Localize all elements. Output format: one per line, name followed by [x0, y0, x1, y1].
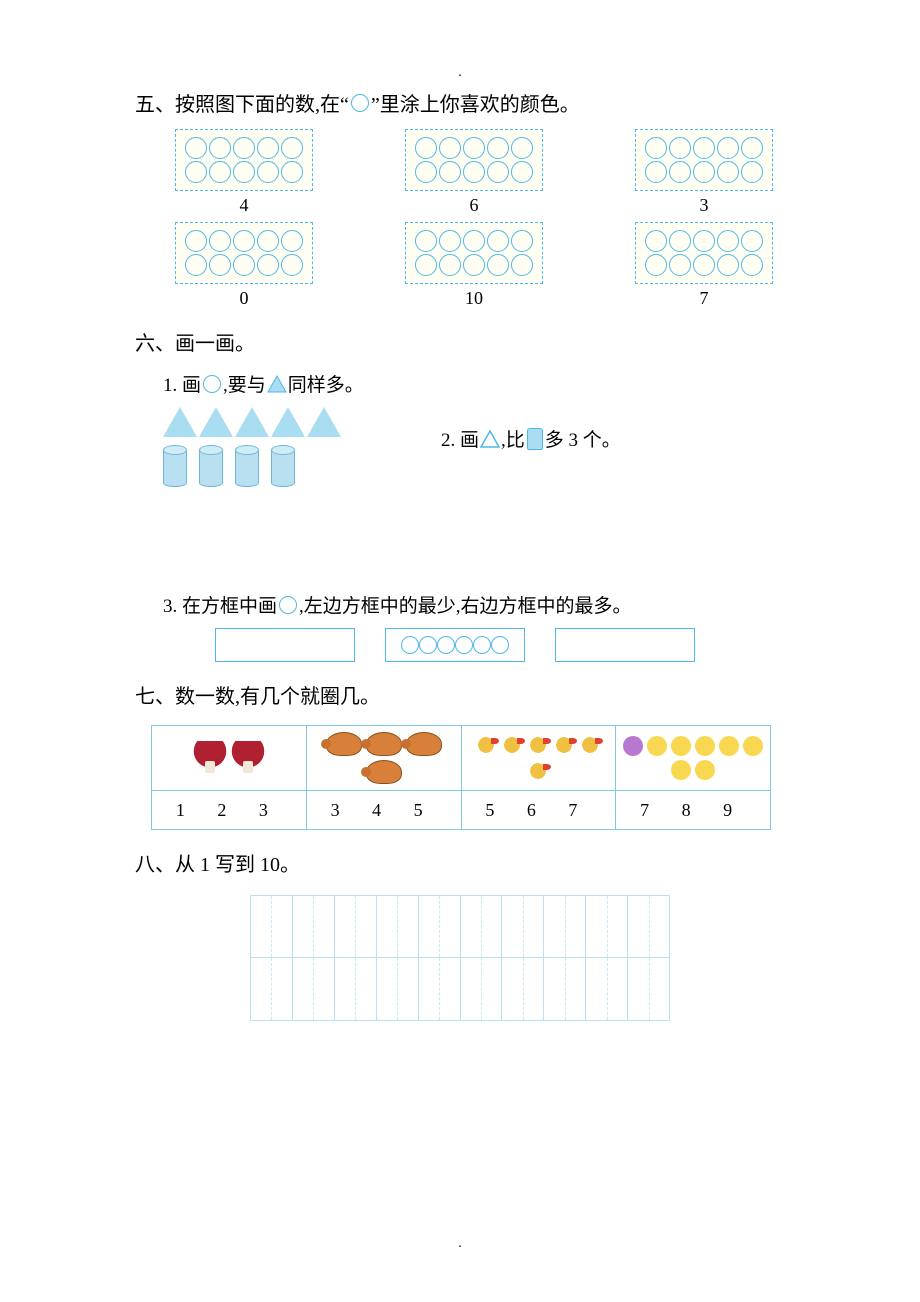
circle-icon	[351, 94, 369, 112]
s5-cell: 4	[175, 129, 313, 216]
s5-cell: 10	[405, 222, 543, 309]
s6-3-pre: 3. 在方框中画	[163, 591, 277, 618]
triangle-icon	[267, 375, 287, 393]
circle-icon	[279, 596, 297, 614]
cylinder-row	[163, 447, 341, 487]
s6-3-boxes	[215, 628, 785, 662]
s5-row2: 0 10 7	[135, 222, 785, 309]
s6-item2: 2. 画 ,比 多 3 个。	[441, 425, 621, 452]
s5-cell: 3	[635, 129, 773, 216]
writing-grid	[250, 895, 670, 1021]
triangle-shape	[163, 407, 197, 437]
answer-box-left	[215, 628, 355, 662]
s6-2-pre: 2. 画	[441, 425, 479, 452]
s7-choices: 3 4 5	[307, 791, 462, 829]
circle-grid	[405, 222, 543, 284]
circle-grid	[175, 129, 313, 191]
s5-number: 6	[405, 195, 543, 216]
answer-box-right	[555, 628, 695, 662]
s7-choices: 1 2 3	[152, 791, 307, 829]
section7-title: 七、数一数,有几个就圈几。	[135, 680, 785, 709]
s7-cell-birds	[462, 726, 617, 790]
triangle-shape	[199, 407, 233, 437]
answer-box-mid	[385, 628, 525, 662]
cylinder-shape	[271, 447, 295, 487]
triangle-outline-icon	[480, 430, 500, 448]
s5-cell: 7	[635, 222, 773, 309]
section8-title: 八、从 1 写到 10。	[135, 848, 785, 877]
grid-row	[251, 958, 669, 1020]
triangle-shape	[307, 407, 341, 437]
s7-cell-turtles	[307, 726, 462, 790]
s5-number: 3	[635, 195, 773, 216]
section5-title: 五、按照图下面的数,在“ ”里涂上你喜欢的颜色。	[135, 88, 785, 117]
circle-icon	[203, 375, 221, 393]
s7-image-row	[152, 726, 770, 791]
s7-table: 1 2 3 3 4 5 5 6 7 7 8 9	[151, 725, 771, 830]
s5-cell: 6	[405, 129, 543, 216]
circle-grid	[405, 129, 543, 191]
s6-1-post: 同样多。	[288, 370, 364, 397]
grid-row	[251, 896, 669, 958]
s6-3-post: ,左边方框中的最少,右边方框中的最多。	[299, 591, 632, 618]
s6-1-mid: ,要与	[223, 370, 266, 397]
s7-cell-mushrooms	[152, 726, 307, 790]
triangle-shape	[235, 407, 269, 437]
s7-choices: 7 8 9	[616, 791, 770, 829]
section6-title: 六、画一画。	[135, 327, 785, 356]
s5-title-pre: 五、按照图下面的数,在“	[135, 88, 349, 117]
cylinder-icon	[527, 428, 543, 450]
s5-number: 7	[635, 288, 773, 309]
triangle-shape	[271, 407, 305, 437]
footer-dot: .	[0, 1236, 920, 1252]
s5-number: 4	[175, 195, 313, 216]
circle-grid	[175, 222, 313, 284]
s6-2-mid: ,比	[501, 425, 525, 452]
s5-title-post: ”里涂上你喜欢的颜色。	[371, 88, 580, 117]
s6-left-shapes	[163, 407, 341, 487]
circle-grid	[635, 222, 773, 284]
s6-2-post: 多 3 个。	[545, 425, 621, 452]
header-dot: .	[0, 65, 920, 81]
s7-choices: 5 6 7	[462, 791, 617, 829]
s6-item3: 3. 在方框中画 ,左边方框中的最少,右边方框中的最多。	[163, 591, 785, 618]
s7-cell-chicks	[616, 726, 770, 790]
s7-number-row: 1 2 3 3 4 5 5 6 7 7 8 9	[152, 791, 770, 829]
s5-cell: 0	[175, 222, 313, 309]
s6-item1: 1. 画 ,要与 同样多。	[163, 370, 785, 397]
cylinder-shape	[163, 447, 187, 487]
cylinder-shape	[199, 447, 223, 487]
triangle-row	[163, 407, 341, 437]
s5-row1: 4 6 3	[135, 129, 785, 216]
circle-grid	[635, 129, 773, 191]
s6-shapes-row: 2. 画 ,比 多 3 个。	[163, 407, 785, 487]
s5-number: 10	[405, 288, 543, 309]
cylinder-shape	[235, 447, 259, 487]
page-content: 五、按照图下面的数,在“ ”里涂上你喜欢的颜色。 4 6 3	[0, 0, 920, 1061]
s6-1-pre: 1. 画	[163, 370, 201, 397]
s5-number: 0	[175, 288, 313, 309]
